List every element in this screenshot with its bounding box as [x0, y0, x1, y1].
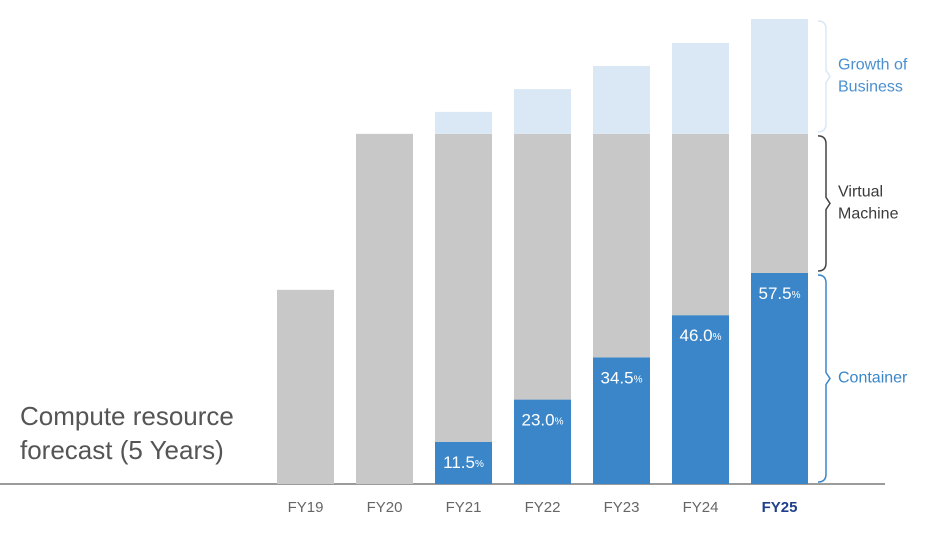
- bar-segment: [751, 272, 808, 484]
- bar-segment: [277, 289, 334, 484]
- bar-segment: [514, 89, 571, 134]
- chart-title: Compute resource forecast (5 Years): [20, 401, 234, 465]
- bar-segment: [514, 399, 571, 484]
- bar-segment: [593, 133, 650, 358]
- bar-segment: [672, 133, 729, 316]
- bar-segment: [751, 19, 808, 134]
- bar-segment: [593, 357, 650, 484]
- value-label: 11.5%: [443, 453, 484, 472]
- bar-segment: [672, 315, 729, 484]
- value-label: 57.5%: [759, 284, 801, 303]
- bar-segment: [751, 133, 808, 273]
- x-tick-label: FY19: [288, 499, 324, 516]
- bar-segment: [435, 441, 492, 484]
- legend-brace: [817, 135, 831, 272]
- bar-segment: [672, 42, 729, 134]
- x-tick-label: FY21: [446, 499, 482, 516]
- bar-segment: [435, 133, 492, 442]
- x-tick-label: FY23: [604, 499, 640, 516]
- value-label: 46.0%: [680, 327, 722, 346]
- x-tick-label: FY22: [525, 499, 561, 516]
- legend-label: Container: [838, 370, 908, 387]
- bar-segment: [435, 111, 492, 134]
- bar-segment: [514, 133, 571, 400]
- legend-brace: [817, 274, 831, 483]
- value-label: 34.5%: [601, 369, 643, 388]
- legend-label: Virtual Machine: [838, 184, 899, 223]
- x-tick-label: FY20: [367, 499, 403, 516]
- legend-label: Growth of Business: [838, 57, 908, 96]
- bar-segment: [356, 133, 413, 484]
- value-label: 23.0%: [522, 411, 564, 430]
- bar-segment: [593, 65, 650, 134]
- x-tick-label: FY25: [762, 499, 798, 516]
- legend-brace: [817, 20, 831, 133]
- x-tick-label: FY24: [683, 499, 719, 516]
